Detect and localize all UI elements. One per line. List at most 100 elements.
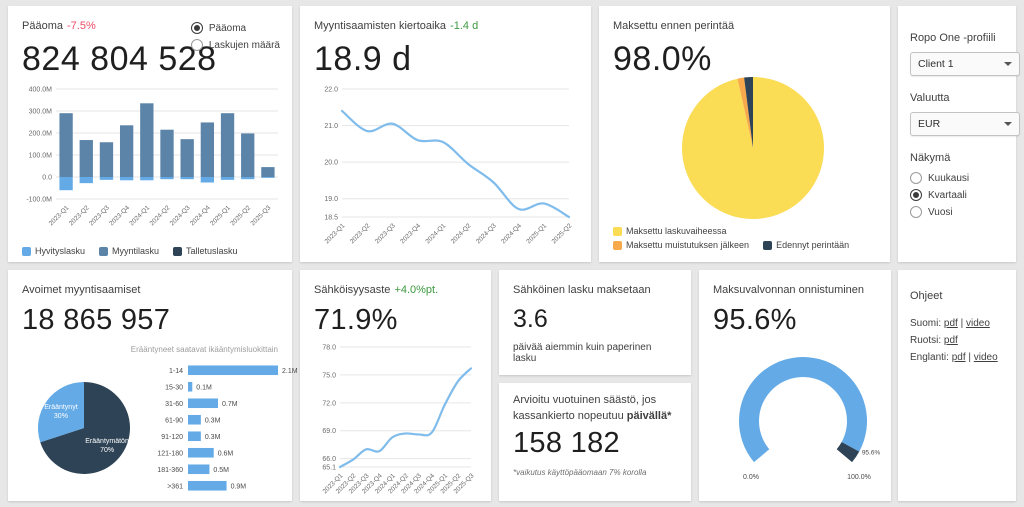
svg-text:2023-Q1: 2023-Q1 — [48, 204, 71, 227]
radio-paaoma[interactable]: Pääoma — [190, 22, 280, 34]
help-link-englanti-video[interactable]: video — [973, 352, 998, 363]
svg-text:2024-Q2: 2024-Q2 — [450, 222, 473, 245]
paaoma-delta: -7.5% — [66, 20, 96, 32]
legend-myyntilasku[interactable]: Myyntilasku — [99, 246, 159, 256]
sahkoinen-lasku-title: Sähköinen lasku maksetaan — [513, 284, 651, 296]
legend-muistutuksen-label: Maksettu muistutuksen jälkeen — [626, 240, 750, 250]
svg-text:91-120: 91-120 — [161, 434, 183, 441]
svg-text:72.0: 72.0 — [322, 400, 336, 407]
svg-text:2024-Q4: 2024-Q4 — [189, 204, 212, 227]
radio-unchecked-icon — [910, 172, 922, 184]
svg-text:0.9M: 0.9M — [231, 483, 247, 490]
ennen-perintaa-legend: Maksettu laskuvaiheessa Maksettu muistut… — [613, 226, 876, 250]
legend-talletuslasku[interactable]: Talletuslasku — [173, 246, 238, 256]
svg-text:100.0M: 100.0M — [29, 153, 53, 160]
legend-maksettu-muistutuksen-jalkeen[interactable]: Maksettu muistutuksen jälkeen — [613, 240, 749, 250]
help-separator: | — [957, 318, 966, 329]
chevron-down-icon — [1004, 62, 1012, 66]
saasto-title-prefix: Arvioitu vuotuinen säästö, jos kassankie… — [513, 394, 657, 422]
sidebar-controls: Ropo One -profiili Client 1 Valuutta EUR… — [898, 6, 1020, 262]
currency-label: Valuutta — [910, 92, 950, 104]
avoimet-title: Avoimet myyntisaamiset — [22, 284, 141, 296]
legend-maksettu-laskuvaiheessa[interactable]: Maksettu laskuvaiheessa — [613, 226, 727, 236]
svg-text:400.0M: 400.0M — [29, 87, 53, 94]
svg-text:0.0: 0.0 — [42, 175, 52, 182]
svg-text:2.1M: 2.1M — [282, 368, 298, 375]
svg-text:15-30: 15-30 — [165, 384, 183, 391]
maksuvalvonta-title: Maksuvalvonnan onnistuminen — [713, 284, 865, 296]
legend-talletuslasku-label: Talletuslasku — [186, 246, 238, 256]
paaoma-legend: Hyvityslasku Myyntilasku Talletuslasku — [22, 246, 278, 256]
svg-text:0.0%: 0.0% — [743, 474, 759, 481]
help-link-englanti-pdf[interactable]: pdf — [951, 352, 966, 363]
svg-text:2024-Q3: 2024-Q3 — [169, 204, 192, 227]
svg-text:100.0%: 100.0% — [847, 474, 871, 481]
card-help: Ohjeet Suomi: pdf | video Ruotsi: pdf En… — [898, 270, 1016, 501]
radio-laskujen-maara[interactable]: Laskujen määrä — [190, 39, 280, 51]
radio-vuosi[interactable]: Vuosi — [910, 206, 1004, 218]
svg-text:19.0: 19.0 — [324, 196, 338, 203]
help-title: Ohjeet — [910, 290, 943, 302]
svg-text:200.0M: 200.0M — [29, 131, 53, 138]
card-ennen-perintaa: Maksettu ennen perintää 98.0% Maksettu l… — [599, 6, 890, 262]
ikaantyminen-bar-chart: 1-14 2.1M 15-30 0.1M 31-60 0.7M 61-90 0.3M 91-12… — [148, 356, 306, 503]
svg-text:61-90: 61-90 — [165, 417, 183, 424]
currency-select[interactable]: EUR — [910, 112, 1020, 136]
svg-text:0.1M: 0.1M — [196, 384, 212, 391]
legend-swatch-icon — [763, 240, 773, 250]
svg-text:65.1: 65.1 — [322, 465, 336, 472]
svg-text:2025-Q1: 2025-Q1 — [525, 222, 548, 245]
legend-swatch-icon — [173, 246, 183, 256]
card-kiertoaika: Myyntisaamisten kiertoaika -1.4 d 18.9 d … — [300, 6, 591, 262]
profile-select[interactable]: Client 1 — [910, 52, 1020, 76]
svg-text:22.0: 22.0 — [324, 87, 338, 94]
svg-text:1-14: 1-14 — [169, 368, 183, 375]
sahkoisyysaste-delta: +4.0%pt. — [394, 284, 439, 296]
svg-text:2025-Q2: 2025-Q2 — [551, 222, 574, 245]
help-lang-suomi: Suomi: — [910, 318, 942, 329]
svg-text:0.3M: 0.3M — [205, 417, 221, 424]
ennen-perintaa-value: 98.0% — [613, 40, 712, 78]
svg-text:2024-Q1: 2024-Q1 — [424, 222, 447, 245]
svg-text:2023-Q2: 2023-Q2 — [68, 204, 91, 227]
avoimet-value: 18 865 957 — [22, 304, 171, 336]
svg-text:0.3M: 0.3M — [205, 434, 221, 441]
legend-myyntilasku-label: Myyntilasku — [112, 246, 160, 256]
svg-text:0.5M: 0.5M — [213, 467, 229, 474]
svg-text:300.0M: 300.0M — [29, 109, 53, 116]
radio-kvartaali[interactable]: Kvartaali — [910, 189, 1004, 201]
svg-text:2023-Q4: 2023-Q4 — [108, 204, 131, 227]
svg-text:75.0: 75.0 — [322, 372, 336, 379]
svg-text:-100.0M: -100.0M — [26, 197, 52, 204]
card-paaoma: Pääoma -7.5% Pääoma Laskujen määrä 824 80… — [8, 6, 292, 262]
svg-text:18.5: 18.5 — [324, 215, 338, 222]
paaoma-stacked-bar-chart: 400.0M 300.0M 200.0M 100.0M 0.0 -100.0M 2023-Q… — [22, 83, 278, 240]
svg-text:2024-Q3: 2024-Q3 — [475, 222, 498, 245]
svg-text:0.7M: 0.7M — [222, 401, 238, 408]
legend-swatch-icon — [99, 246, 109, 256]
legend-edennyt-perintaan[interactable]: Edennyt perintään — [763, 240, 849, 250]
svg-text:2025-Q2: 2025-Q2 — [229, 204, 252, 227]
svg-text:2025-Q1: 2025-Q1 — [209, 204, 232, 227]
ikaantyminen-subtitle: Erääntyneet saatavat ikääntymisluokittai… — [130, 345, 278, 354]
radio-paaoma-label: Pääoma — [208, 22, 247, 34]
paaoma-title: Pääoma — [22, 20, 63, 32]
help-lang-englanti: Englanti: — [910, 352, 949, 363]
card-saasto: Arvioitu vuotuinen säästö, jos kassankie… — [499, 383, 691, 501]
paaoma-metric-radios: Pääoma Laskujen määrä — [190, 22, 280, 51]
paaoma-header: Pääoma -7.5% — [22, 16, 278, 34]
help-link-suomi-pdf[interactable]: pdf — [943, 318, 958, 329]
card-sahkoisyysaste: Sähköisyysaste +4.0%pt. 71.9% 78.0 75.0 72.… — [300, 270, 491, 501]
radio-vuosi-label: Vuosi — [928, 206, 953, 218]
saasto-value: 158 182 — [513, 426, 620, 459]
svg-text:2023-Q3: 2023-Q3 — [88, 204, 111, 227]
radio-kuukausi[interactable]: Kuukausi — [910, 172, 1004, 184]
svg-text:31-60: 31-60 — [165, 401, 183, 408]
svg-text:30%: 30% — [54, 413, 68, 420]
help-link-suomi-video[interactable]: video — [965, 318, 990, 329]
help-link-ruotsi-pdf[interactable]: pdf — [943, 335, 958, 346]
profile-select-value: Client 1 — [918, 58, 954, 70]
legend-hyvityslasku[interactable]: Hyvityslasku — [22, 246, 85, 256]
legend-swatch-icon — [22, 246, 31, 256]
help-row-ruotsi: Ruotsi: pdf — [910, 335, 1004, 346]
